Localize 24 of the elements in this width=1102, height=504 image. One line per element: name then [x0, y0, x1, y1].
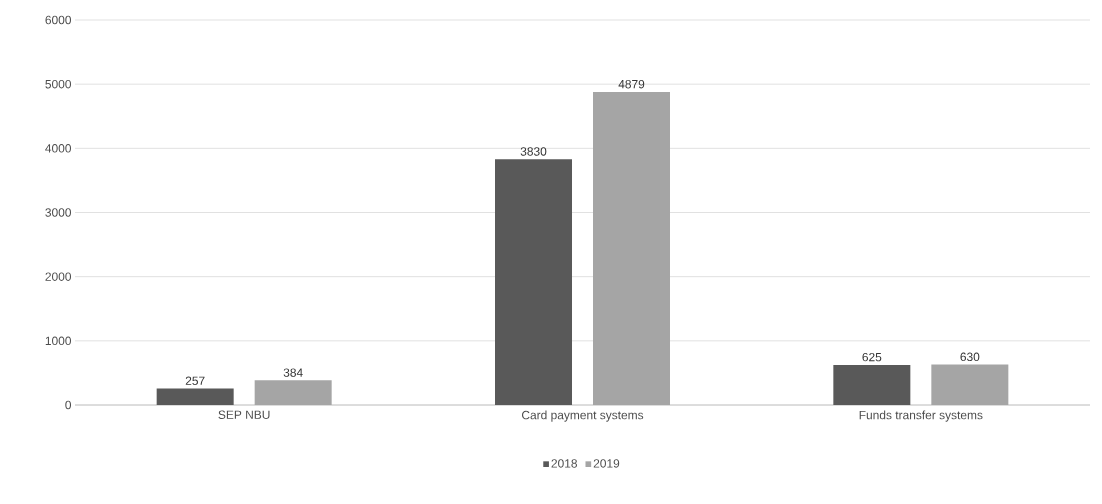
- y-tick-label: 5000: [45, 79, 72, 89]
- legend-label: 2019: [593, 459, 620, 468]
- bar: [593, 91, 670, 405]
- x-tick-label: Card payment systems: [521, 410, 644, 422]
- y-tick-label: 1000: [45, 336, 72, 346]
- y-tick-label: 2000: [45, 272, 72, 281]
- data-label: 384: [283, 368, 303, 377]
- legend-label: 2018: [551, 459, 577, 468]
- x-tick-label: SEP NBU: [218, 410, 270, 419]
- data-label: 4879: [618, 79, 645, 89]
- y-tick-label: 3000: [45, 208, 72, 217]
- x-tick-label: Funds transfer systems: [859, 410, 983, 422]
- bar: [254, 380, 332, 405]
- bar: [833, 364, 911, 405]
- y-tick-label: 0: [65, 400, 72, 410]
- y-tick-label: 4000: [45, 144, 72, 153]
- bar: [931, 364, 1009, 405]
- data-label: 3830: [520, 147, 547, 156]
- data-label: 257: [185, 376, 205, 385]
- data-label: 630: [960, 352, 980, 362]
- bar: [495, 159, 572, 405]
- data-label: 625: [862, 352, 882, 362]
- bar: [156, 388, 234, 405]
- y-tick-label: 6000: [45, 15, 72, 25]
